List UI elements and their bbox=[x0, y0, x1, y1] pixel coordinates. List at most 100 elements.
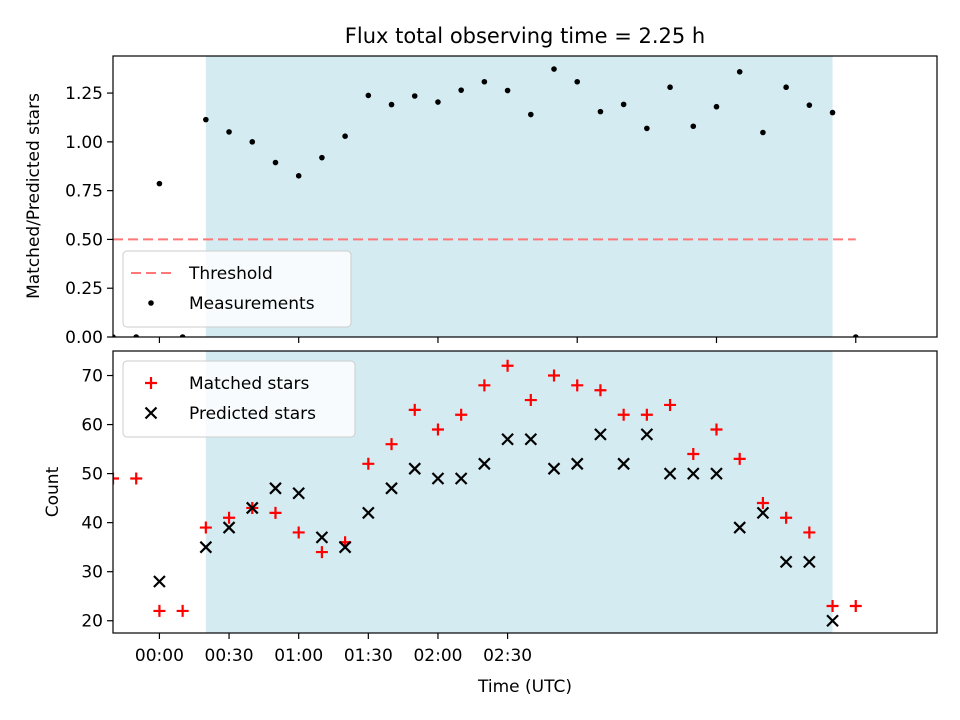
measurement-point-7 bbox=[272, 159, 279, 166]
predicted-stars-point-2 bbox=[222, 521, 236, 534]
predicted-stars-point-21 bbox=[663, 467, 677, 480]
matched-stars-point-23 bbox=[640, 408, 653, 421]
matched-stars-point-22 bbox=[617, 408, 630, 421]
predicted-stars-point-6 bbox=[315, 531, 329, 544]
measurement-point-27 bbox=[736, 69, 743, 75]
bottom-xtick-label-0: 00:00 bbox=[135, 646, 184, 666]
measurement-point-1 bbox=[133, 334, 140, 337]
measurement-point-26 bbox=[713, 103, 720, 110]
top-legend-box bbox=[122, 250, 352, 328]
measurement-point-20 bbox=[574, 78, 581, 85]
predicted-stars-point-27 bbox=[803, 555, 816, 569]
predicted-stars-point-4 bbox=[269, 482, 282, 495]
matched-stars-point-31 bbox=[826, 600, 839, 613]
predicted-stars-point-15 bbox=[524, 433, 538, 446]
matched-stars-point-15 bbox=[455, 408, 468, 421]
measurement-point-19 bbox=[551, 66, 557, 72]
predicted-stars-point-23 bbox=[710, 467, 723, 480]
bottom-xtick-label-4: 02:00 bbox=[413, 646, 462, 666]
top-ytick-label-0: 0.00 bbox=[65, 328, 103, 348]
matched-stars-point-1 bbox=[130, 472, 143, 485]
matched-stars-point-27 bbox=[733, 452, 746, 465]
matched-stars-point-26 bbox=[710, 423, 723, 436]
measurement-point-0 bbox=[113, 334, 116, 337]
measurement-point-15 bbox=[458, 87, 464, 93]
top-legend-label-1: Measurements bbox=[189, 294, 315, 314]
x-axis-label: Time (UTC) bbox=[477, 677, 572, 697]
measurement-point-30 bbox=[806, 102, 813, 108]
bottom-ytick-label-3: 50 bbox=[81, 465, 103, 485]
measurement-point-12 bbox=[388, 101, 395, 108]
matched-stars-point-25 bbox=[687, 447, 700, 460]
measurement-point-16 bbox=[481, 78, 488, 85]
top-plot-area bbox=[113, 66, 859, 337]
predicted-stars-point-14 bbox=[501, 433, 514, 446]
predicted-stars-point-26 bbox=[779, 555, 793, 569]
measurement-point-3 bbox=[179, 334, 186, 337]
bottom-legend-box bbox=[122, 360, 356, 438]
measurement-point-2 bbox=[156, 180, 163, 187]
legend-matched-swatch bbox=[145, 377, 157, 389]
matched-stars-point-16 bbox=[478, 379, 491, 392]
bottom-xtick-label-3: 01:30 bbox=[344, 646, 393, 666]
measurement-point-21 bbox=[597, 108, 604, 115]
matched-stars-point-28 bbox=[756, 497, 769, 510]
predicted-stars-point-24 bbox=[733, 521, 746, 534]
matched-stars-point-29 bbox=[780, 511, 793, 524]
top-series-0 bbox=[113, 66, 859, 337]
top-ytick-label-4: 1.00 bbox=[65, 133, 103, 153]
bottom-legend-label-1: Predicted stars bbox=[189, 404, 316, 424]
predicted-stars-point-22 bbox=[687, 467, 700, 480]
chart-title: Flux total observing time = 2.25 h bbox=[345, 24, 705, 48]
predicted-stars-point-16 bbox=[547, 462, 561, 475]
bottom-y-axis-label: Count bbox=[43, 466, 63, 517]
matched-stars-point-30 bbox=[803, 526, 816, 539]
predicted-stars-point-17 bbox=[570, 457, 584, 471]
measurement-point-10 bbox=[342, 133, 348, 140]
predicted-stars-point-8 bbox=[362, 506, 375, 520]
top-panel: 0.00 0.25 0.50 0.75 1.00 1.25 Threshold Measure… bbox=[65, 55, 938, 348]
predicted-stars-point-3 bbox=[245, 501, 259, 515]
measurement-point-5 bbox=[226, 129, 232, 135]
predicted-stars-point-9 bbox=[385, 482, 398, 495]
predicted-stars-point-25 bbox=[756, 506, 770, 520]
bottom-legend: Matched stars Predicted stars bbox=[122, 360, 356, 438]
measurement-point-4 bbox=[203, 116, 209, 123]
top-ytick-label-3: 0.75 bbox=[65, 182, 103, 202]
top-y-axis-label: Matched/Predicted stars bbox=[24, 93, 44, 299]
matched-stars-point-24 bbox=[664, 398, 677, 411]
predicted-stars-point-18 bbox=[594, 428, 607, 441]
top-ytick-label-1: 0.25 bbox=[65, 279, 103, 299]
matched-stars-point-4 bbox=[199, 521, 212, 534]
predicted-stars-point-28 bbox=[826, 614, 839, 628]
matched-stars-point-32 bbox=[849, 600, 862, 613]
measurement-point-6 bbox=[249, 139, 256, 145]
measurement-point-18 bbox=[528, 111, 534, 118]
bottom-ytick-label-5: 70 bbox=[81, 367, 103, 387]
predicted-stars-point-5 bbox=[292, 486, 305, 500]
bottom-xtick-label-2: 01:00 bbox=[274, 646, 323, 666]
legend-measurements-swatch bbox=[148, 300, 154, 306]
predicted-stars-point-0 bbox=[153, 575, 166, 588]
top-ytick-label-5: 1.25 bbox=[65, 84, 103, 104]
matched-stars-point-2 bbox=[153, 604, 166, 617]
bottom-ytick-label-2: 40 bbox=[81, 514, 103, 534]
matched-stars-point-18 bbox=[524, 394, 537, 407]
bottom-plot-area bbox=[113, 359, 862, 628]
measurement-point-31 bbox=[829, 109, 836, 116]
measurement-point-13 bbox=[411, 93, 418, 99]
predicted-stars-point-11 bbox=[431, 472, 445, 485]
matched-stars-point-19 bbox=[548, 369, 561, 382]
measurement-point-17 bbox=[504, 87, 511, 94]
matched-stars-point-17 bbox=[501, 359, 514, 372]
measurement-point-32 bbox=[852, 334, 859, 337]
measurement-point-9 bbox=[319, 154, 325, 161]
bottom-series-1 bbox=[153, 428, 839, 628]
measurement-point-24 bbox=[667, 84, 673, 91]
bottom-ytick-label-4: 60 bbox=[81, 416, 103, 436]
predicted-stars-point-19 bbox=[617, 457, 630, 471]
predicted-stars-point-13 bbox=[478, 457, 491, 471]
measurement-point-28 bbox=[760, 129, 766, 136]
bottom-axes-frame bbox=[112, 350, 938, 634]
